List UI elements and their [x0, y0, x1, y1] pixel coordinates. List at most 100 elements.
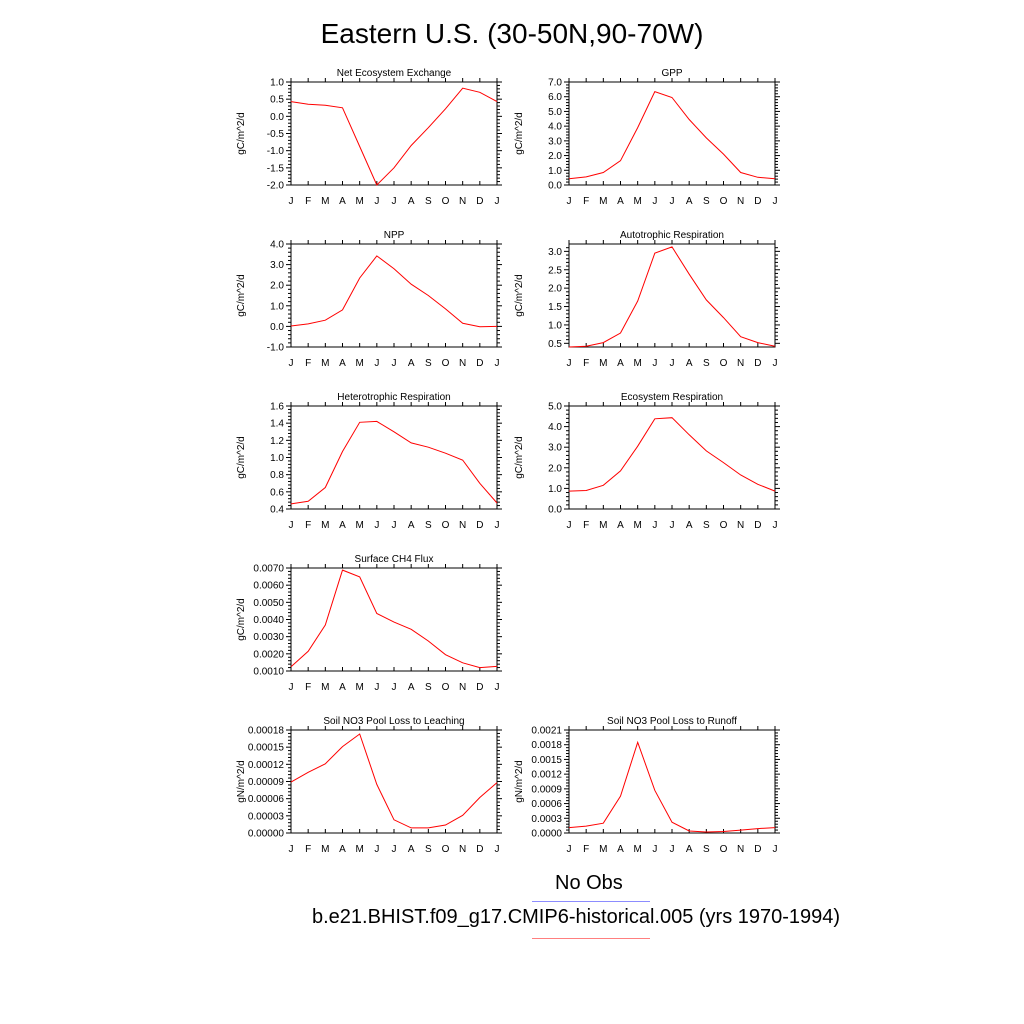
y-tick-label: 0.00006 [248, 794, 285, 805]
x-tick-label: O [442, 844, 450, 855]
x-tick-label: D [476, 682, 483, 693]
x-tick-label: M [599, 844, 607, 855]
x-tick-label: S [425, 358, 432, 369]
x-tick-label: O [442, 358, 450, 369]
y-axis-label: gN/m^2/d [236, 760, 247, 803]
y-axis-label: gC/m^2/d [236, 274, 247, 317]
y-tick-label: -1.0 [267, 343, 285, 354]
y-tick-label: 2.0 [548, 463, 562, 474]
y-tick-label: 0.00000 [248, 829, 285, 840]
y-axis-label: gC/m^2/d [514, 436, 525, 479]
y-tick-label: 0.00015 [248, 743, 285, 754]
y-tick-label: 0.0000 [531, 829, 562, 840]
x-tick-label: J [289, 358, 294, 369]
x-tick-label: F [583, 844, 589, 855]
series-line [568, 740, 776, 833]
x-tick-label: J [567, 520, 572, 531]
x-tick-label: M [321, 844, 329, 855]
x-tick-label: J [495, 520, 500, 531]
x-tick-label: A [408, 196, 415, 207]
x-tick-label: M [321, 682, 329, 693]
x-tick-label: F [583, 520, 589, 531]
chart-panel: Ecosystem Respiration gC/m^2/d 5.0 4.0 3.0 2.… [514, 392, 780, 531]
x-tick-label: J [567, 358, 572, 369]
x-tick-label: J [773, 844, 778, 855]
x-tick-label: J [670, 844, 675, 855]
y-tick-label: 4.0 [548, 422, 562, 433]
y-tick-label: 0.0040 [253, 615, 284, 626]
y-tick-label: 1.6 [270, 402, 284, 413]
x-tick-label: M [633, 358, 641, 369]
x-tick-label: F [583, 196, 589, 207]
x-tick-label: J [392, 682, 397, 693]
y-axis-label: gC/m^2/d [514, 274, 525, 317]
x-tick-label: M [633, 196, 641, 207]
series-line [290, 569, 498, 669]
x-tick-label: J [670, 520, 675, 531]
y-tick-label: 2.5 [548, 265, 562, 276]
x-tick-label: J [495, 196, 500, 207]
x-tick-label: S [425, 520, 432, 531]
legend-obs-line [532, 901, 650, 902]
x-tick-label: M [355, 682, 363, 693]
x-tick-label: M [355, 520, 363, 531]
x-tick-label: J [567, 196, 572, 207]
y-tick-label: 0.0006 [531, 799, 562, 810]
y-tick-label: 1.0 [270, 78, 284, 89]
x-tick-label: N [737, 520, 744, 531]
panel-title: GPP [661, 68, 682, 79]
x-tick-label: J [495, 844, 500, 855]
x-tick-label: N [737, 196, 744, 207]
series-line [290, 255, 498, 328]
plot-frame [568, 405, 776, 510]
x-tick-label: J [773, 358, 778, 369]
x-tick-label: A [408, 844, 415, 855]
x-tick-label: F [583, 358, 589, 369]
x-tick-label: J [773, 196, 778, 207]
y-tick-label: 0.0021 [531, 726, 562, 737]
x-tick-label: A [686, 520, 693, 531]
x-tick-label: M [599, 196, 607, 207]
y-tick-label: 1.0 [548, 484, 562, 495]
x-tick-label: J [374, 196, 379, 207]
x-tick-label: J [374, 682, 379, 693]
y-tick-label: 1.0 [270, 301, 284, 312]
y-tick-label: 0.0012 [531, 770, 562, 781]
x-tick-label: D [754, 358, 761, 369]
x-tick-label: D [754, 520, 761, 531]
y-axis-label: gC/m^2/d [236, 436, 247, 479]
x-tick-label: A [617, 844, 624, 855]
y-tick-label: 2.0 [548, 151, 562, 162]
x-tick-label: S [703, 844, 710, 855]
y-tick-label: 0.0070 [253, 564, 284, 575]
y-tick-label: 1.2 [270, 436, 284, 447]
series-line [568, 246, 776, 348]
y-tick-label: -0.5 [267, 129, 285, 140]
x-tick-label: O [442, 196, 450, 207]
y-tick-label: 0.0060 [253, 581, 284, 592]
x-tick-label: M [321, 196, 329, 207]
legend-model-label: b.e21.BHIST.f09_g17.CMIP6-historical.005… [312, 906, 841, 928]
x-tick-label: N [459, 520, 466, 531]
x-tick-label: A [339, 358, 346, 369]
y-tick-label: 0.0 [548, 505, 562, 516]
chart-panel: Soil NO3 Pool Loss to LeachinggN/m^2/d0.… [236, 716, 502, 855]
x-tick-label: M [633, 844, 641, 855]
x-tick-label: M [599, 358, 607, 369]
x-tick-label: N [459, 196, 466, 207]
x-tick-label: N [459, 844, 466, 855]
y-tick-label: 0.00009 [248, 777, 285, 788]
x-tick-label: O [720, 844, 728, 855]
y-tick-label: 0.0030 [253, 632, 284, 643]
y-tick-label: 1.0 [548, 166, 562, 177]
y-tick-label: 0.0 [270, 322, 284, 333]
x-tick-label: N [459, 358, 466, 369]
x-tick-label: O [720, 196, 728, 207]
x-tick-label: D [476, 196, 483, 207]
x-tick-label: J [374, 358, 379, 369]
series-line [290, 420, 498, 505]
x-tick-label: J [374, 520, 379, 531]
chart-panel: Autotrophic Respiration gC/m^2/d 3.0 2.5 2.0… [514, 230, 780, 369]
y-tick-label: 0.00003 [248, 811, 285, 822]
x-tick-label: J [289, 520, 294, 531]
